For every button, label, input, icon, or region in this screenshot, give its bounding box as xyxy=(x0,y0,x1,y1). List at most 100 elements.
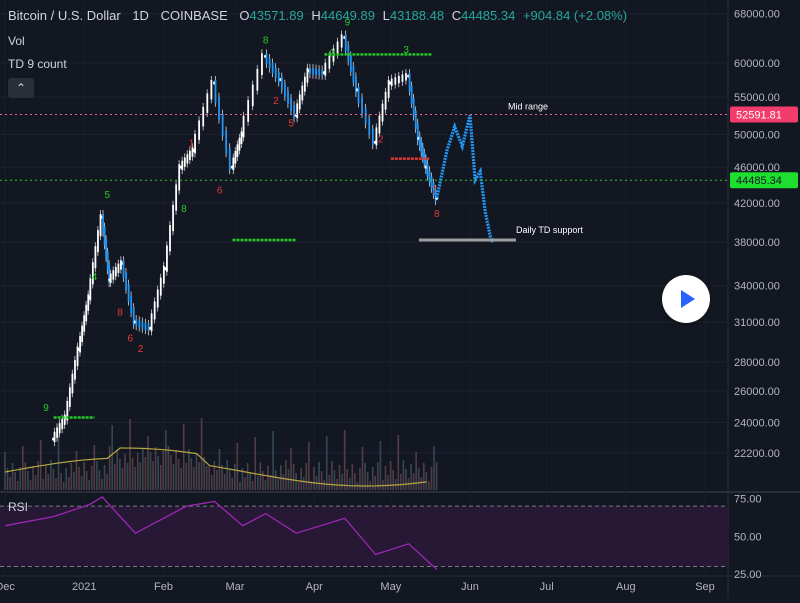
chevron-up-icon: ⌃ xyxy=(15,81,27,95)
candle-body xyxy=(74,360,76,380)
td-count-digit: 8 xyxy=(263,36,269,47)
volume-bar xyxy=(9,477,11,490)
collapse-indicators-button[interactable]: ⌃ xyxy=(8,78,34,98)
candle-body xyxy=(371,128,374,146)
candle-body xyxy=(218,96,220,120)
candle-body xyxy=(85,304,88,322)
price-tick-label: 42000.00 xyxy=(734,198,780,210)
volume-bar xyxy=(6,468,9,490)
volume-bar xyxy=(60,473,62,490)
candle-body xyxy=(251,84,254,107)
candle-body xyxy=(384,91,387,110)
candle-body xyxy=(421,146,424,159)
volume-bar xyxy=(149,452,152,490)
mid-range-annotation: Mid range xyxy=(508,102,548,112)
volume-bar xyxy=(318,462,320,490)
symbol-name[interactable]: Bitcoin / U.S. Dollar xyxy=(8,8,121,23)
volume-bar xyxy=(277,479,280,490)
candle-body xyxy=(120,260,122,270)
volume-bar xyxy=(361,447,364,490)
volume-bar xyxy=(382,480,384,490)
candle-body xyxy=(153,301,156,320)
play-button[interactable] xyxy=(662,275,710,323)
volume-bar xyxy=(198,462,200,490)
price-tick-label: 22200.00 xyxy=(734,448,780,460)
volume-bar xyxy=(292,464,295,490)
candle-body xyxy=(287,90,289,104)
candle-body xyxy=(103,226,106,246)
volume-bar xyxy=(402,460,405,490)
candle-body xyxy=(186,154,189,164)
td-count-indicator-label[interactable]: TD 9 count xyxy=(8,57,67,71)
time-tick-label: Mar xyxy=(226,581,245,593)
td-count-digit: 8 xyxy=(181,204,187,215)
candle-body xyxy=(261,53,263,75)
candle-body xyxy=(238,137,241,151)
candle-body xyxy=(256,68,259,91)
candle-body xyxy=(135,318,138,327)
volume-bar xyxy=(364,463,366,490)
candle-body xyxy=(138,320,141,328)
volume-bar xyxy=(182,424,185,490)
candle-body xyxy=(71,373,74,394)
volume-bar xyxy=(21,446,24,490)
volume-bar xyxy=(129,419,131,490)
volume-bar xyxy=(177,459,180,490)
volume-bar xyxy=(389,461,392,490)
td-count-digit: 5 xyxy=(288,119,294,130)
volume-bar xyxy=(254,437,257,490)
volume-bar xyxy=(67,477,70,490)
rsi-indicator-label[interactable]: RSI xyxy=(8,500,29,514)
volume-bar xyxy=(85,471,88,490)
candle-body xyxy=(298,94,301,110)
volume-bar xyxy=(106,474,108,490)
candle-body xyxy=(381,103,384,122)
candle-body xyxy=(315,68,318,75)
candle-body xyxy=(147,324,150,332)
close-label: C xyxy=(451,8,462,23)
volume-bar xyxy=(328,475,331,490)
candle-body xyxy=(280,76,283,90)
td-count-digit: 1 xyxy=(189,138,195,149)
volume-bar xyxy=(272,431,274,490)
volume-bar xyxy=(16,481,19,490)
td-count-digit: 2 xyxy=(138,344,144,355)
play-icon xyxy=(681,290,695,308)
candle-body xyxy=(340,34,343,48)
volume-bar xyxy=(366,472,369,490)
candle-body xyxy=(225,130,228,154)
interval-label[interactable]: 1D xyxy=(132,8,149,23)
current-price-tag: 44485.34 xyxy=(736,175,782,187)
candle-body xyxy=(414,110,417,129)
volume-bar xyxy=(98,470,101,490)
candle-body xyxy=(324,62,327,76)
candle-body xyxy=(274,67,277,78)
candle-body xyxy=(290,97,292,112)
volume-bar xyxy=(323,480,326,490)
open-label: O xyxy=(239,8,250,23)
candle-body xyxy=(434,188,437,202)
volume-bar xyxy=(256,476,259,490)
volume-bar xyxy=(124,454,126,490)
volume-bar xyxy=(195,453,198,490)
candle-body xyxy=(425,158,427,171)
volume-bars xyxy=(4,418,438,490)
volume-bar xyxy=(384,466,387,490)
candle-body xyxy=(296,103,299,119)
volume-bar xyxy=(180,468,182,490)
volume-bar xyxy=(269,475,272,490)
volume-bar xyxy=(359,468,361,490)
candle-body xyxy=(81,325,84,343)
candle-body xyxy=(127,283,130,302)
volume-indicator-label[interactable]: Vol xyxy=(8,34,25,48)
time-tick-label: May xyxy=(380,581,401,593)
volume-bar xyxy=(279,465,282,490)
td-count-digit: 9 xyxy=(43,403,49,414)
volume-bar xyxy=(423,463,425,490)
time-tick-label: Sep xyxy=(695,581,715,593)
volume-bar xyxy=(285,460,287,490)
candle-body xyxy=(112,270,115,280)
volume-bar xyxy=(188,449,190,490)
